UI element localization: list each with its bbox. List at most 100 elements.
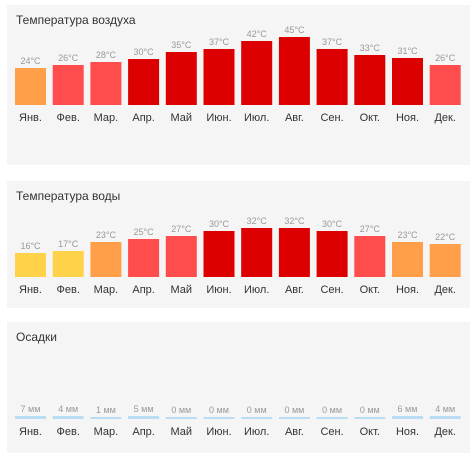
water-temperature-month-label: Апр. xyxy=(132,284,154,296)
water-temperature-bar xyxy=(165,236,197,277)
water-temperature-value-label: 16°C xyxy=(20,241,41,251)
air-temperature-value-label: 42°C xyxy=(247,29,268,39)
water-temperature-bar xyxy=(316,231,348,277)
precipitation-chart: 7 мм Янв. 4 мм Фев. 1 мм Мар. 5 мм Апр. 0 мм Май 0… xyxy=(15,404,461,438)
water-temperature-value-label: 27°C xyxy=(171,224,192,234)
air-temperature-value-label: 45°C xyxy=(284,25,305,35)
air-temperature-month-label: Июн. xyxy=(206,112,231,124)
water-temperature-value-label: 30°C xyxy=(322,219,343,229)
air-temperature-value-label: 30°C xyxy=(134,47,155,57)
water-temperature-month-label: Фев. xyxy=(57,284,80,296)
air-temperature-value-label: 31°C xyxy=(397,46,418,56)
water-temperature-bar xyxy=(90,242,122,277)
water-temperature-title: Температура воды xyxy=(16,189,121,203)
air-temperature-bar xyxy=(15,68,46,105)
precipitation-bar xyxy=(165,417,197,419)
water-temperature-month-label: Янв. xyxy=(19,284,42,296)
water-temperature-month-label: Мар. xyxy=(94,284,119,296)
precipitation-value-label: 5 мм xyxy=(134,404,154,414)
precipitation-bar xyxy=(241,417,273,419)
air-temperature-bar xyxy=(165,52,197,105)
precipitation-value-label: 0 мм xyxy=(322,405,342,415)
precipitation-month-label: Май xyxy=(171,426,193,438)
water-temperature-bar xyxy=(429,244,461,277)
water-temperature-month-label: Окт. xyxy=(360,284,380,296)
water-temperature-value-label: 25°C xyxy=(134,227,155,237)
air-temperature-month-label: Ноя. xyxy=(396,112,419,124)
water-temperature-value-label: 17°C xyxy=(58,239,79,249)
air-temperature-bar xyxy=(203,49,235,105)
precipitation-month-label: Дек. xyxy=(434,426,455,438)
air-temperature-bar xyxy=(429,65,461,105)
air-temperature-bar xyxy=(241,41,273,105)
precipitation-bar xyxy=(392,416,423,419)
air-temperature-value-label: 37°C xyxy=(209,37,230,47)
air-temperature-month-label: Янв. xyxy=(19,112,42,124)
water-temperature-value-label: 32°C xyxy=(247,216,268,226)
water-temperature-month-label: Июн. xyxy=(206,284,231,296)
air-temperature-value-label: 33°C xyxy=(360,43,381,53)
air-temperature-value-label: 28°C xyxy=(96,50,117,60)
water-temperature-bar xyxy=(52,251,84,277)
air-temperature-month-label: Июл. xyxy=(244,112,269,124)
air-temperature-month-label: Мар. xyxy=(94,112,119,124)
water-temperature-value-label: 23°C xyxy=(96,230,117,240)
precipitation-value-label: 4 мм xyxy=(435,404,455,414)
precipitation-title: Осадки xyxy=(16,330,57,344)
air-temperature-bar xyxy=(316,49,348,105)
air-temperature-bar xyxy=(52,65,84,105)
water-temperature-value-label: 27°C xyxy=(360,224,381,234)
water-temperature-month-label: Ноя. xyxy=(396,284,419,296)
precipitation-value-label: 0 мм xyxy=(171,405,191,415)
air-temperature-value-label: 37°C xyxy=(322,37,343,47)
air-temperature-bar xyxy=(128,59,160,105)
precipitation-month-label: Окт. xyxy=(360,426,380,438)
precipitation-value-label: 4 мм xyxy=(58,404,78,414)
air-temperature-value-label: 24°C xyxy=(20,56,41,66)
precipitation-panel: Осадки 7 мм Янв. 4 мм Фев. 1 мм Мар. 5 мм Апр. 0… xyxy=(7,322,470,453)
water-temperature-month-label: Июл. xyxy=(244,284,269,296)
precipitation-month-label: Апр. xyxy=(132,426,154,438)
precipitation-value-label: 7 мм xyxy=(21,404,41,414)
air-temperature-month-label: Фев. xyxy=(57,112,80,124)
precipitation-bar xyxy=(90,417,122,419)
precipitation-bar xyxy=(15,416,46,419)
precipitation-value-label: 6 мм xyxy=(398,404,418,414)
air-temperature-title: Температура воздуха xyxy=(16,13,136,27)
precipitation-month-label: Июн. xyxy=(206,426,231,438)
precipitation-value-label: 0 мм xyxy=(360,405,380,415)
precipitation-bar xyxy=(429,416,461,419)
precipitation-month-label: Фев. xyxy=(57,426,80,438)
water-temperature-chart: 16°C Янв. 17°C Фев. 23°C Мар. 25°C Апр. 27°C Май 3… xyxy=(15,216,461,296)
air-temperature-month-label: Авг. xyxy=(285,112,304,124)
water-temperature-bar xyxy=(203,231,235,277)
water-temperature-month-label: Сен. xyxy=(320,284,343,296)
precipitation-bar xyxy=(316,417,348,419)
precipitation-month-label: Ноя. xyxy=(396,426,419,438)
air-temperature-month-label: Апр. xyxy=(132,112,154,124)
precipitation-value-label: 0 мм xyxy=(284,405,304,415)
precipitation-bar xyxy=(278,417,310,419)
air-temperature-chart: 24°C Янв. 26°C Фев. 28°C Мар. 30°C Апр. 35°C Май 3… xyxy=(15,25,461,124)
water-temperature-bar xyxy=(392,242,423,277)
precipitation-bar xyxy=(52,416,84,419)
air-temperature-bar xyxy=(278,37,310,105)
water-temperature-bar xyxy=(128,239,160,277)
air-temperature-month-label: Май xyxy=(171,112,193,124)
precipitation-month-label: Сен. xyxy=(320,426,343,438)
water-temperature-month-label: Авг. xyxy=(285,284,304,296)
air-temperature-bar xyxy=(392,58,423,105)
air-temperature-panel: Температура воздуха 24°C Янв. 26°C Фев. 28°C… xyxy=(7,5,470,165)
air-temperature-value-label: 26°C xyxy=(435,53,456,63)
precipitation-month-label: Янв. xyxy=(19,426,42,438)
precipitation-bar xyxy=(128,416,160,419)
water-temperature-value-label: 30°C xyxy=(209,219,230,229)
precipitation-month-label: Мар. xyxy=(94,426,119,438)
water-temperature-month-label: Май xyxy=(171,284,193,296)
air-temperature-month-label: Дек. xyxy=(434,112,455,124)
air-temperature-bar xyxy=(90,62,122,105)
air-temperature-value-label: 26°C xyxy=(58,53,79,63)
precipitation-value-label: 1 мм xyxy=(96,405,116,415)
precipitation-bar xyxy=(203,417,235,419)
water-temperature-value-label: 32°C xyxy=(284,216,305,226)
